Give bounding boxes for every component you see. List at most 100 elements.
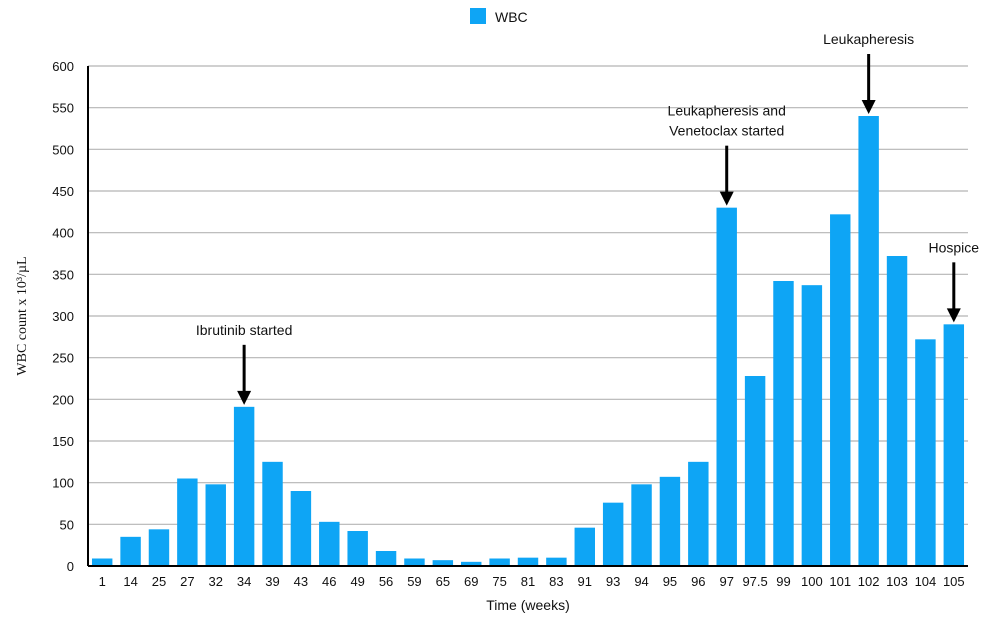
x-tick-label: 34: [237, 574, 251, 589]
annotation-arrow-head: [237, 390, 252, 405]
x-tick-label: 65: [436, 574, 450, 589]
x-tick-label: 100: [801, 574, 823, 589]
bar: [830, 214, 851, 567]
y-tick-label: 350: [52, 267, 74, 282]
bar: [773, 281, 794, 566]
x-tick-label: 95: [663, 574, 677, 589]
y-tick-label: 50: [60, 517, 74, 532]
annotation-ibrutinib: Ibrutinib started: [196, 322, 293, 405]
x-tick-label: 43: [294, 574, 308, 589]
x-tick-label: 25: [152, 574, 166, 589]
bar: [574, 527, 595, 566]
bar: [886, 256, 908, 566]
x-tick-label: 97: [719, 574, 733, 589]
x-tick-label: 97.5: [742, 574, 767, 589]
annotation-hospice: Hospice: [929, 239, 980, 323]
annotation-leuka: Leukapheresis: [823, 31, 914, 114]
x-tick-label: 103: [886, 574, 908, 589]
bar: [858, 116, 879, 566]
bar: [461, 561, 482, 566]
x-tick-label: 94: [634, 574, 648, 589]
bar: [943, 324, 965, 566]
x-tick-label: 27: [180, 574, 194, 589]
x-tick-label: 99: [776, 574, 790, 589]
bar: [319, 521, 340, 566]
x-tick-label: 14: [123, 574, 137, 589]
x-tick-label: 59: [407, 574, 421, 589]
axes: [87, 66, 968, 567]
y-tick-label: 200: [52, 392, 74, 407]
y-tick-labels: 0 50 100 150 200 250 300 350 400 450 500 550 600: [52, 59, 74, 574]
x-tick-labels: 1 14 25 27 32 34 39 43 46 49 56 59 65 69 75 81 83 91 93 94 9…: [99, 574, 965, 589]
y-tick-label: 100: [52, 476, 74, 491]
annotation-label: Leukapheresis and: [668, 103, 786, 119]
x-axis-label: Time (weeks): [486, 597, 570, 613]
annotation-label: Leukapheresis: [823, 31, 914, 47]
bar: [631, 484, 652, 566]
bar: [432, 560, 454, 566]
x-tick-label: 101: [829, 574, 851, 589]
y-tick-label: 150: [52, 434, 74, 449]
x-tick-label: 49: [350, 574, 364, 589]
x-tick-label: 56: [379, 574, 393, 589]
x-tick-label: 93: [606, 574, 620, 589]
x-tick-label: 81: [521, 574, 535, 589]
bar: [347, 531, 368, 566]
bar: [744, 376, 766, 566]
bar: [177, 478, 198, 566]
y-tick-label: 400: [52, 226, 74, 241]
annotation-arrow-head: [719, 191, 734, 206]
annotation-arrow-head: [946, 308, 961, 323]
y-tick-label: 0: [67, 559, 74, 574]
bar: [120, 536, 141, 566]
bar: [688, 461, 709, 566]
x-tick-label: 91: [578, 574, 592, 589]
bar: [375, 551, 397, 566]
x-tick-label: 39: [265, 574, 279, 589]
legend-swatch: [470, 8, 486, 24]
bar: [262, 461, 283, 566]
x-tick-label: 69: [464, 574, 478, 589]
bar: [915, 339, 936, 566]
annotation-label: Hospice: [929, 239, 980, 255]
bar: [546, 557, 567, 566]
x-tick-label: 83: [549, 574, 563, 589]
x-tick-label: 96: [691, 574, 705, 589]
x-tick-label: 105: [943, 574, 965, 589]
annotation-leuka-veneto: Leukapheresis and Venetoclax started: [668, 103, 786, 206]
y-tick-label: 550: [52, 101, 74, 116]
bar: [91, 558, 113, 566]
bar: [489, 558, 510, 566]
y-tick-label: 500: [52, 142, 74, 157]
bar: [404, 558, 425, 566]
legend-label: WBC: [495, 9, 528, 25]
legend: WBC: [470, 8, 528, 25]
y-axis-label: WBC count x 10³/µL: [15, 256, 30, 375]
bar: [659, 476, 681, 566]
y-tick-label: 450: [52, 184, 74, 199]
bar: [205, 484, 226, 566]
x-tick-label: 104: [915, 574, 937, 589]
bar: [233, 406, 255, 566]
x-tick-label: 75: [492, 574, 506, 589]
x-tick-label: 46: [322, 574, 336, 589]
x-tick-label: 32: [209, 574, 223, 589]
bar: [148, 529, 170, 566]
x-tick-label: 1: [99, 574, 106, 589]
bar: [517, 557, 539, 566]
annotation-label: Venetoclax started: [669, 123, 784, 139]
bars: [91, 116, 965, 567]
bar: [290, 491, 312, 566]
annotation-arrow-head: [861, 100, 876, 114]
y-tick-label: 300: [52, 309, 74, 324]
y-tick-label: 600: [52, 59, 74, 74]
bar: [801, 285, 823, 566]
annotation-label: Ibrutinib started: [196, 322, 293, 338]
y-tick-label: 250: [52, 351, 74, 366]
annotations: Ibrutinib started Leukapheresis and Veneto…: [196, 31, 979, 405]
bar: [602, 502, 624, 566]
bar: [716, 207, 737, 566]
x-tick-label: 102: [858, 574, 880, 589]
